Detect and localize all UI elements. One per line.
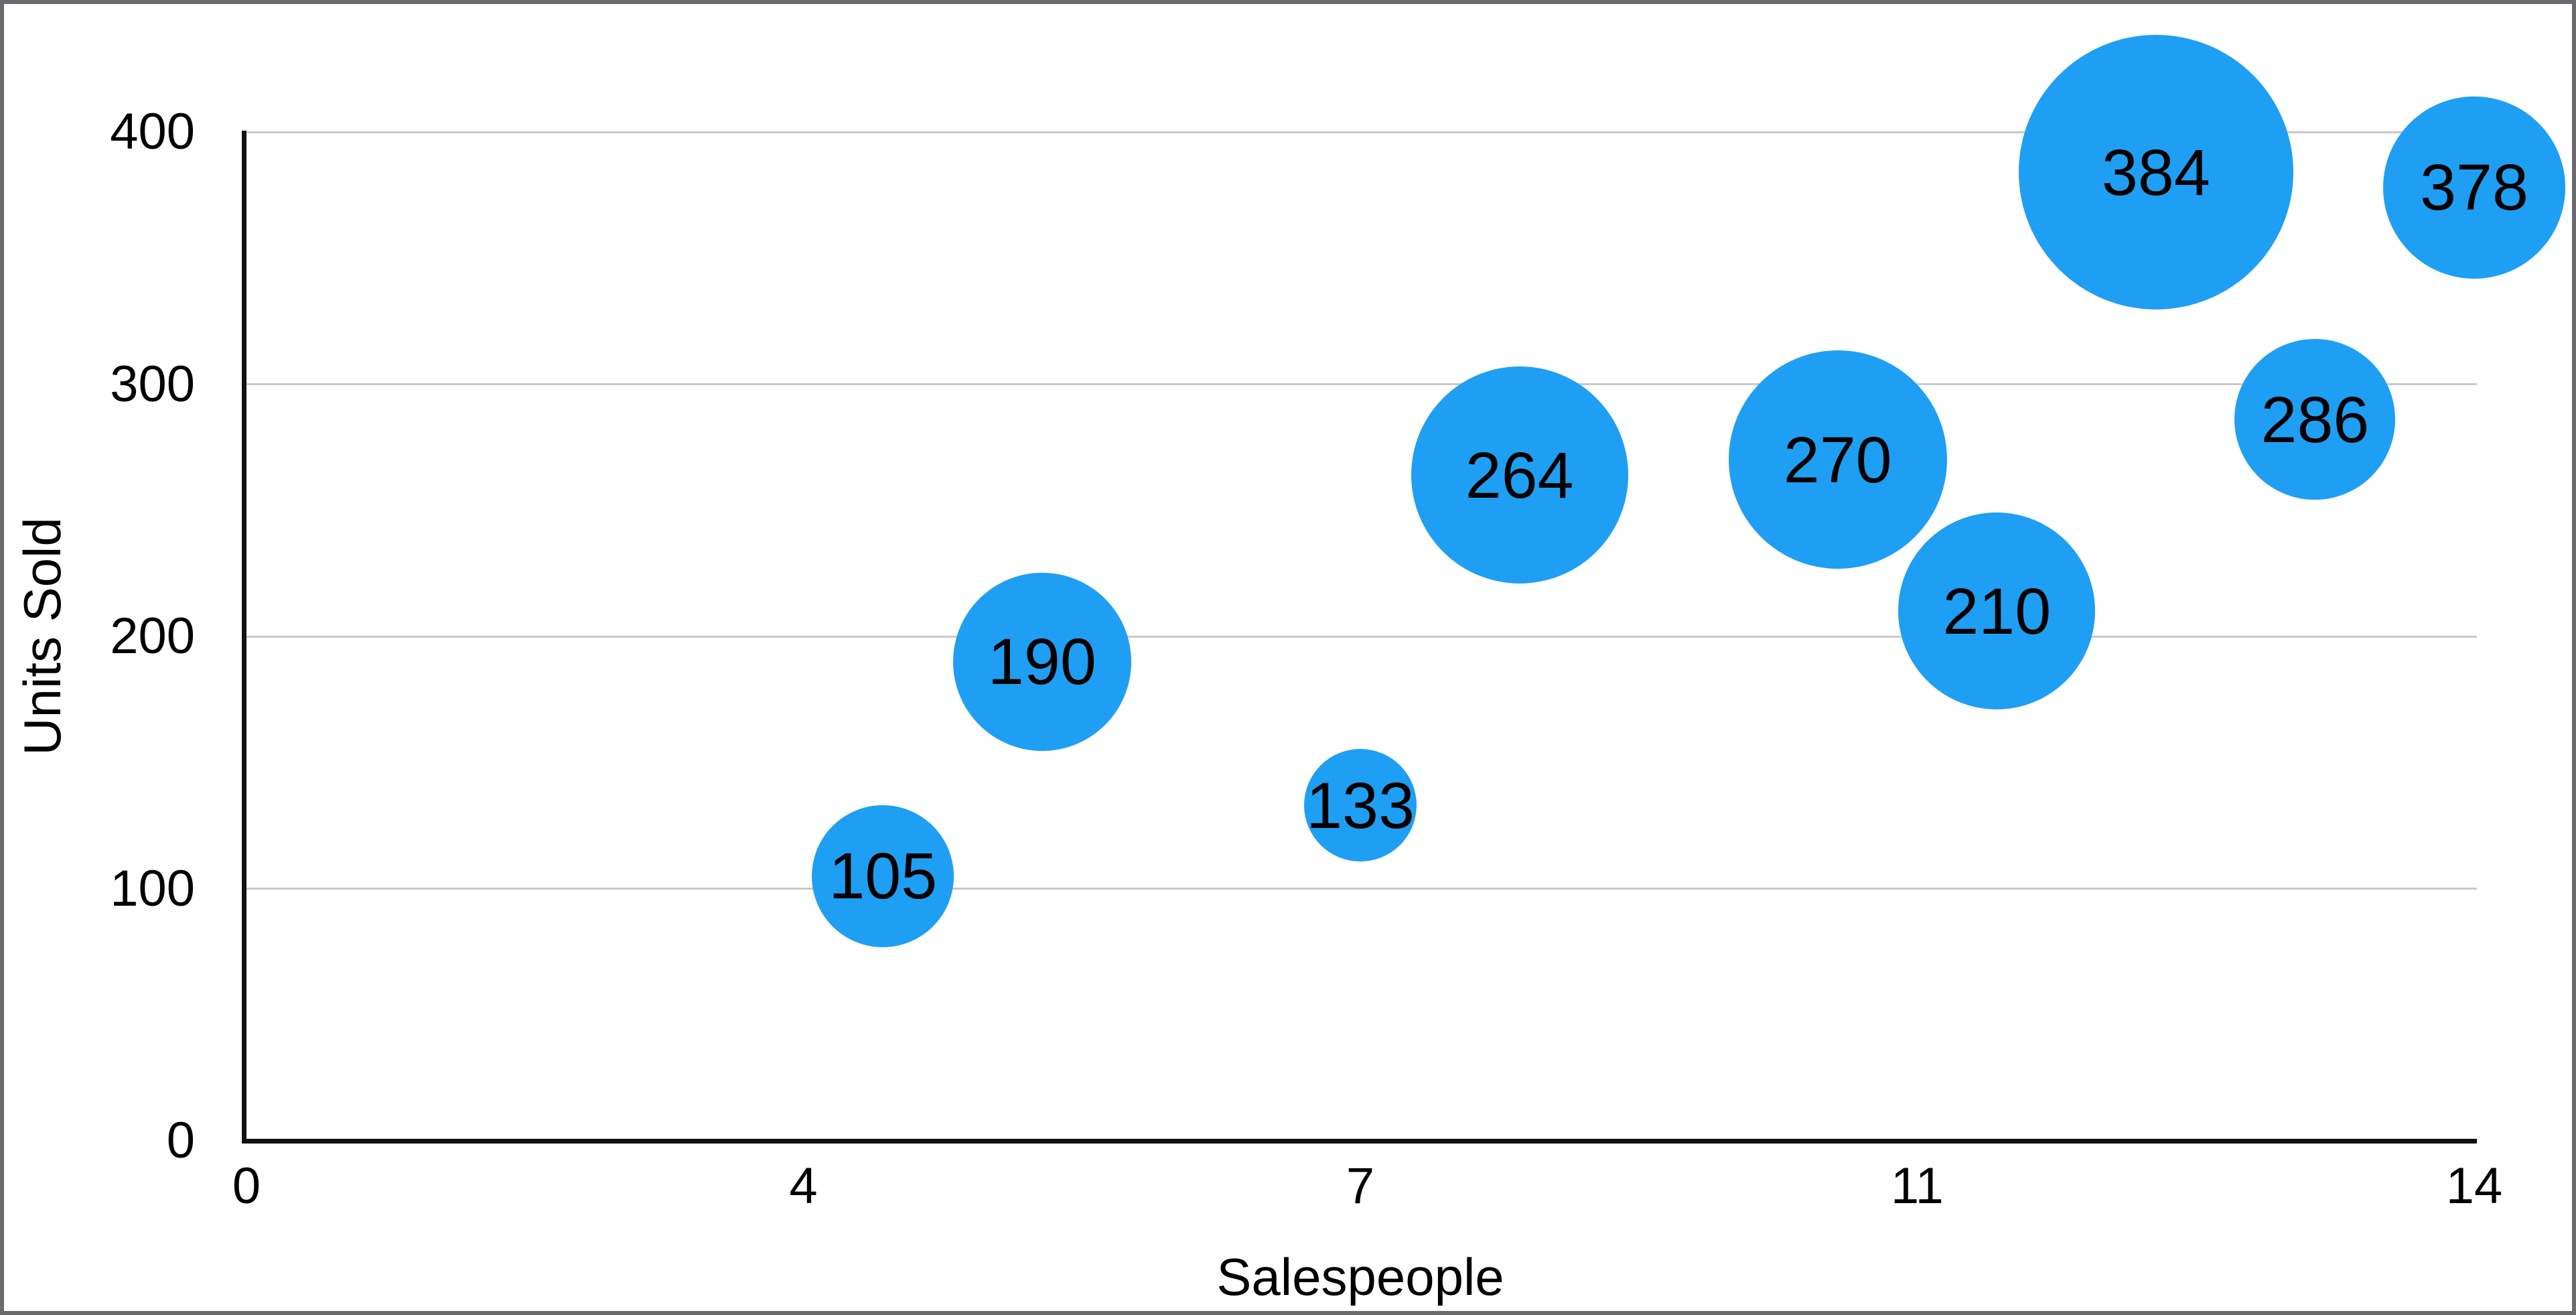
gridline-y-400 — [246, 131, 2477, 133]
bubble-270[interactable]: 270 — [1728, 350, 1947, 569]
gridline-y-200 — [246, 635, 2477, 638]
bubble-133[interactable]: 133 — [1304, 749, 1417, 862]
x-tick-label-14: 14 — [2445, 1158, 2503, 1215]
bubble-286[interactable]: 286 — [2234, 339, 2396, 500]
bubble-value-label: 105 — [829, 839, 938, 913]
y-tick-label-100: 100 — [110, 859, 195, 917]
bubble-value-label: 210 — [1942, 574, 2052, 648]
gridline-y-300 — [246, 383, 2477, 385]
y-tick-label-400: 400 — [110, 103, 195, 160]
y-axis-title: Units Sold — [13, 517, 72, 756]
x-tick-label-0: 0 — [232, 1158, 261, 1215]
bubble-value-label: 133 — [1306, 768, 1415, 842]
x-tick-label-11: 11 — [1891, 1158, 1944, 1215]
x-tick-label-4: 4 — [789, 1158, 818, 1215]
bubble-value-label: 270 — [1783, 423, 1892, 496]
x-axis-title: Salespeople — [1216, 1247, 1504, 1306]
bubble-378[interactable]: 378 — [2383, 96, 2565, 279]
bubble-value-label: 378 — [2420, 151, 2528, 224]
bubble-105[interactable]: 105 — [812, 805, 954, 947]
y-tick-label-200: 200 — [110, 608, 195, 665]
x-tick-label-7: 7 — [1346, 1158, 1375, 1215]
bubble-value-label: 286 — [2261, 383, 2370, 456]
gridline-y-100 — [246, 888, 2477, 890]
y-tick-label-300: 300 — [110, 355, 195, 413]
x-axis-line — [242, 1138, 2477, 1144]
y-tick-label-0: 0 — [166, 1112, 195, 1169]
bubble-264[interactable]: 264 — [1411, 366, 1628, 584]
y-axis-line — [242, 131, 246, 1143]
bubble-value-label: 384 — [2101, 135, 2210, 209]
bubble-384[interactable]: 384 — [2018, 35, 2293, 310]
bubble-210[interactable]: 210 — [1898, 512, 2096, 710]
bubble-value-label: 264 — [1465, 438, 1574, 512]
bubble-value-label: 190 — [987, 625, 1096, 699]
bubble-190[interactable]: 190 — [952, 572, 1131, 751]
